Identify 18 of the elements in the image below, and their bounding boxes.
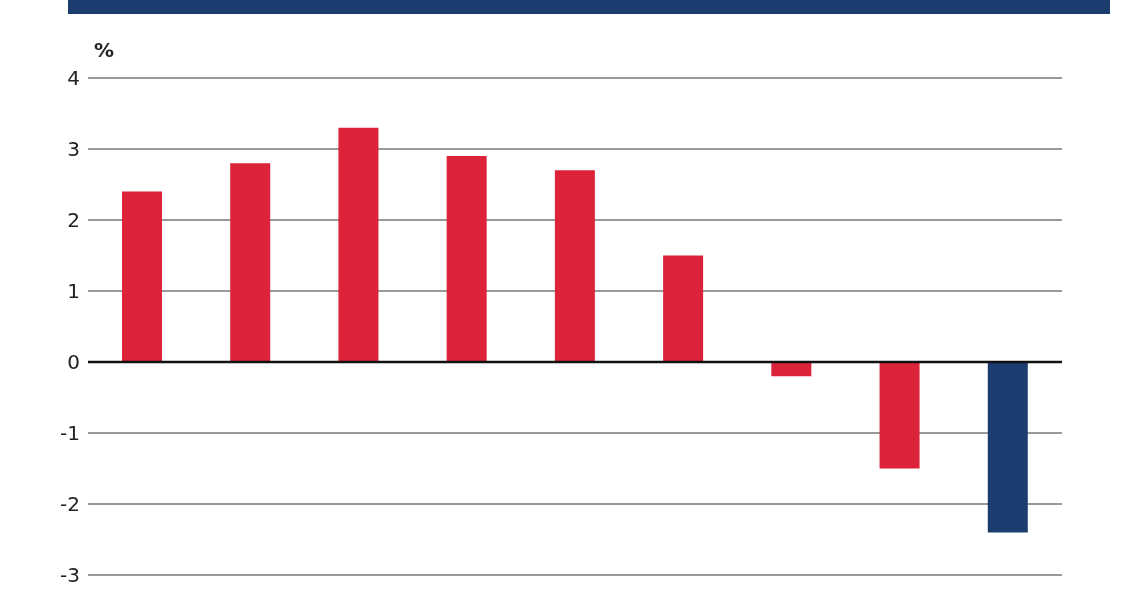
y-axis-title: % bbox=[94, 38, 115, 62]
y-tick-label: 0 bbox=[67, 350, 80, 375]
y-tick-label: -3 bbox=[60, 563, 80, 588]
bar bbox=[230, 163, 271, 362]
y-tick-label: -1 bbox=[60, 421, 80, 446]
bar bbox=[554, 170, 595, 362]
bar bbox=[771, 362, 812, 377]
bar bbox=[122, 191, 162, 362]
y-tick-label: 1 bbox=[67, 279, 80, 304]
y-tick-label: 3 bbox=[67, 137, 80, 162]
y-tick-label: 4 bbox=[67, 66, 80, 91]
bar bbox=[338, 127, 379, 362]
bar bbox=[663, 255, 704, 362]
bar bbox=[987, 362, 1028, 533]
bar bbox=[879, 362, 920, 469]
bar bbox=[446, 156, 487, 362]
y-tick-label: 2 bbox=[67, 208, 80, 233]
y-tick-label: -2 bbox=[60, 492, 80, 517]
